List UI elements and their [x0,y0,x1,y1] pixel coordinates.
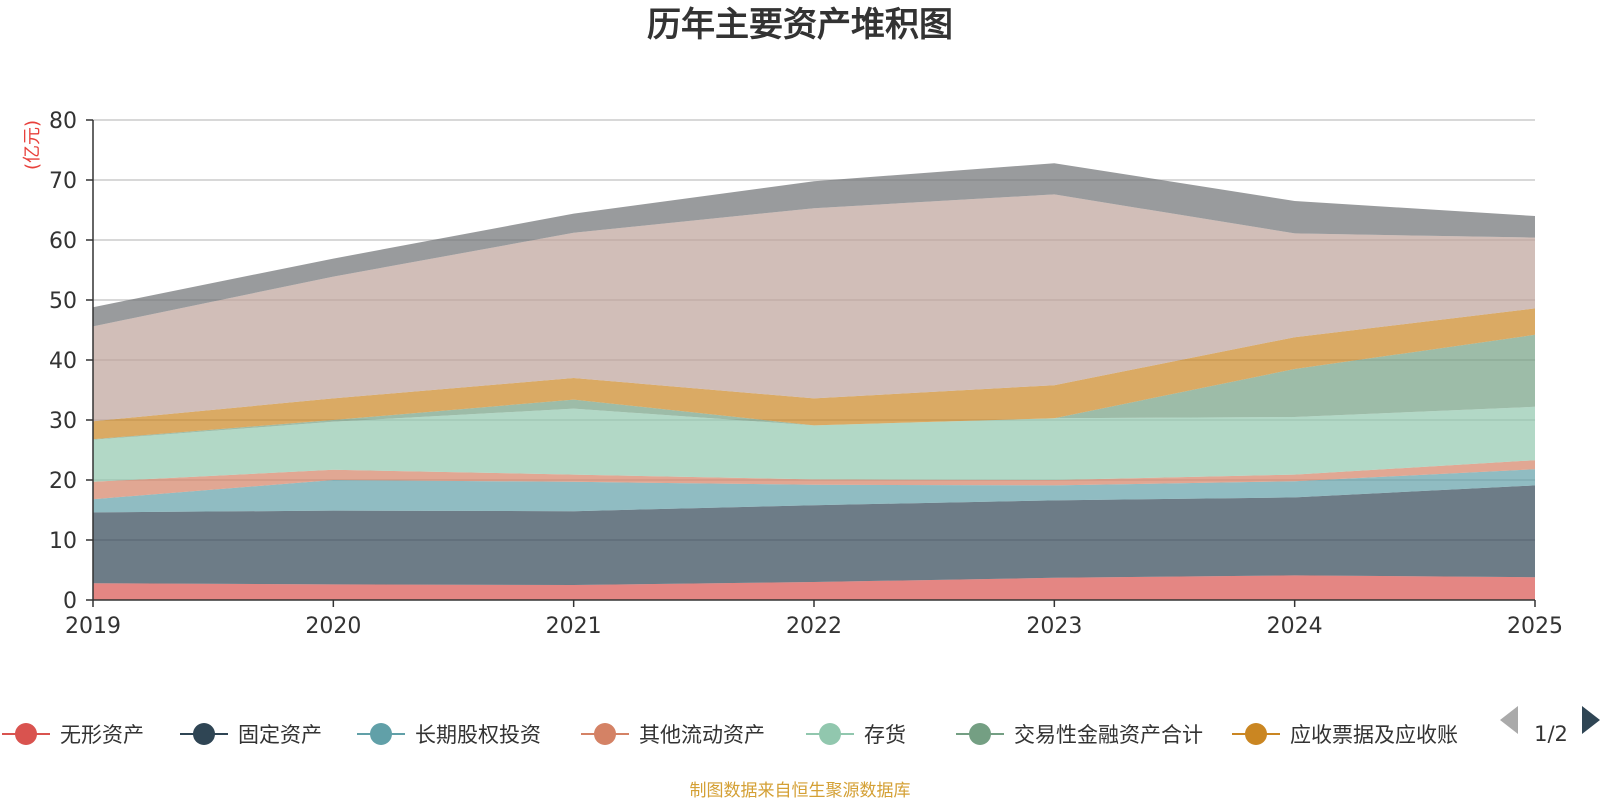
legend: 无形资产 固定资产 长期股权投资 其他流动资产 存货 交易性金融资产合计 应收票据及应收账 … [2,706,1600,747]
x-tick-label-4: 2023 [1026,614,1082,639]
y-tick-label-8: 80 [49,109,77,134]
legend-next-page-arrow[interactable] [1582,706,1600,734]
axes: 0 10 20 30 40 50 60 70 80 2019 2020 2021 2022 2023 202… [49,109,1563,639]
y-tick-label-1: 10 [49,529,77,554]
area-series-0[interactable] [93,575,1535,600]
y-tick-label-2: 20 [49,469,77,494]
legend-item-2[interactable]: 长期股权投资 [357,723,541,747]
legend-label-3: 其他流动资产 [639,723,765,747]
y-tick-label-7: 70 [49,169,77,194]
legend-swatch-marker-0 [15,723,37,745]
legend-item-0[interactable]: 无形资产 [2,723,144,747]
area-series-1[interactable] [93,485,1535,585]
legend-label-1: 固定资产 [238,723,322,747]
data-source-note: 制图数据来自恒生聚源数据库 [690,781,911,800]
legend-label-4: 存货 [864,723,906,747]
area-series-4[interactable] [93,406,1535,482]
area-series-group [93,163,1535,600]
legend-item-3[interactable]: 其他流动资产 [581,723,765,747]
legend-label-2: 长期股权投资 [415,723,541,747]
legend-item-1[interactable]: 固定资产 [180,723,322,747]
x-tick-label-1: 2020 [305,614,361,639]
legend-label-6: 应收票据及应收账 [1290,723,1458,747]
legend-swatch-marker-6 [1245,723,1267,745]
legend-swatch-marker-2 [370,723,392,745]
legend-label-0: 无形资产 [60,723,144,747]
legend-item-6[interactable]: 应收票据及应收账 [1232,723,1458,747]
area-series-5[interactable] [93,334,1535,440]
legend-label-5: 交易性金融资产合计 [1014,723,1203,747]
legend-item-4[interactable]: 存货 [806,723,906,747]
legend-swatch-marker-5 [969,723,991,745]
legend-prev-page-arrow[interactable] [1500,706,1518,734]
y-axis-unit: (亿元) [22,120,43,170]
area-series-8[interactable] [93,163,1535,327]
legend-item-5[interactable]: 交易性金融资产合计 [956,723,1203,747]
y-tick-label-4: 40 [49,349,77,374]
y-tick-label-0: 0 [63,589,77,614]
y-tick-label-3: 30 [49,409,77,434]
area-series-7[interactable] [93,194,1535,422]
x-tick-label-0: 2019 [65,614,121,639]
area-series-6[interactable] [93,308,1535,440]
y-tick-label-6: 60 [49,229,77,254]
area-series-3[interactable] [93,460,1535,500]
x-tick-label-2: 2021 [546,614,602,639]
legend-swatch-marker-3 [594,723,616,745]
area-series-2[interactable] [93,469,1535,513]
legend-swatch-marker-1 [193,723,215,745]
x-tick-label-3: 2022 [786,614,842,639]
legend-swatch-marker-4 [819,723,841,745]
legend-page-indicator: 1/2 [1534,722,1568,746]
chart-title: 历年主要资产堆积图 [647,5,953,45]
y-tick-label-5: 50 [49,289,77,314]
x-tick-label-5: 2024 [1267,614,1323,639]
x-tick-label-6: 2025 [1507,614,1563,639]
